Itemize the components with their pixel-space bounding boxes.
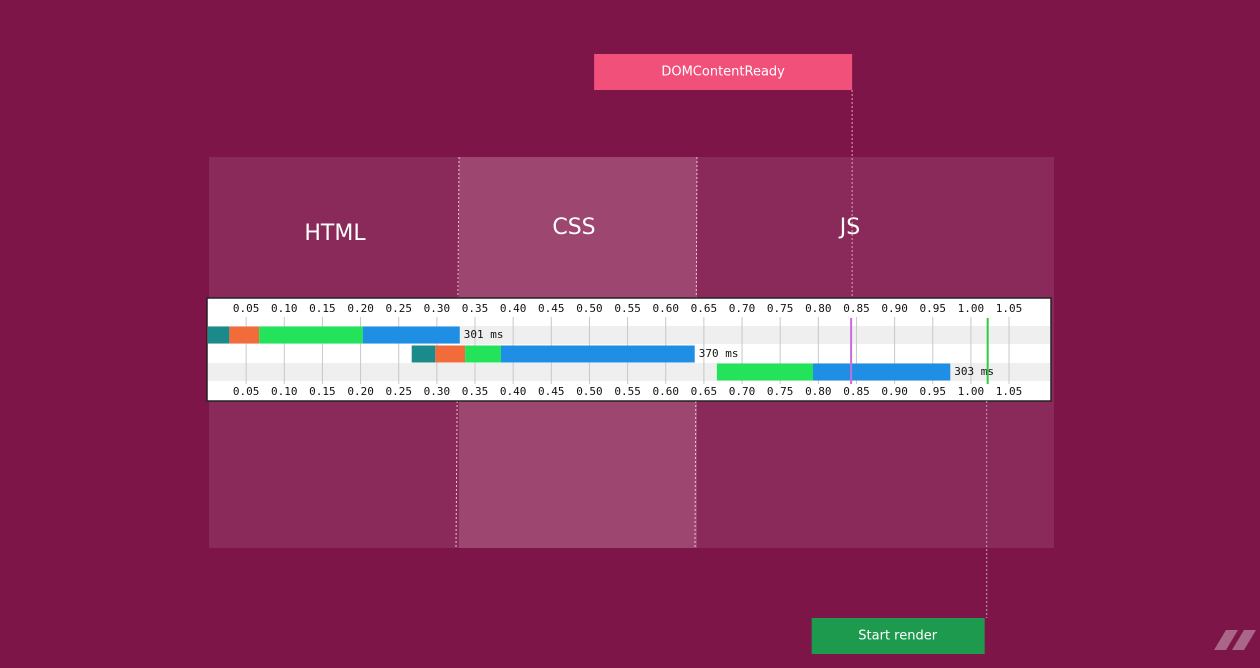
x-tick-label: 0.75 <box>767 302 794 315</box>
x-tick-label: 0.35 <box>462 385 489 398</box>
x-tick-label: 1.00 <box>958 385 985 398</box>
x-tick-label: 0.55 <box>614 302 641 315</box>
bar-segment <box>812 363 951 381</box>
duration-label: 301 ms <box>464 328 504 341</box>
x-tick-label: 0.95 <box>920 385 947 398</box>
x-tick-label: 0.70 <box>729 385 756 398</box>
x-tick-label: 1.00 <box>958 302 985 315</box>
x-tick-label: 0.10 <box>271 385 298 398</box>
x-tick-label: 0.30 <box>424 302 451 315</box>
x-tick-label: 0.85 <box>843 302 870 315</box>
x-tick-label: 0.20 <box>347 385 374 398</box>
section-label: HTML <box>304 221 366 246</box>
bar-segment <box>411 345 436 363</box>
divider <box>455 156 460 549</box>
bar-segment <box>716 363 813 381</box>
section-label: JS <box>838 215 860 240</box>
x-tick-label: 0.20 <box>347 302 374 315</box>
x-tick-label: 0.45 <box>538 302 565 315</box>
x-tick-label: 1.05 <box>996 385 1023 398</box>
duration-label: 303 ms <box>954 365 994 378</box>
bar-segment <box>208 326 230 344</box>
x-tick-label: 0.70 <box>729 302 756 315</box>
x-tick-label: 0.40 <box>500 302 527 315</box>
x-tick-label: 0.60 <box>652 385 679 398</box>
duration-label: 370 ms <box>699 347 739 360</box>
x-tick-label: 0.05 <box>233 302 260 315</box>
x-tick-label: 0.75 <box>767 385 794 398</box>
x-tick-label: 0.65 <box>691 385 718 398</box>
x-tick-label: 0.05 <box>233 385 260 398</box>
bar-segment <box>229 326 260 344</box>
x-tick-label: 0.25 <box>385 302 412 315</box>
x-tick-label: 0.55 <box>614 385 641 398</box>
x-tick-label: 0.80 <box>805 302 832 315</box>
x-tick-label: 0.35 <box>462 302 489 315</box>
annotation-box <box>811 618 985 654</box>
x-tick-label: 0.95 <box>920 302 947 315</box>
x-tick-label: 0.40 <box>500 385 527 398</box>
x-tick-label: 0.65 <box>691 302 718 315</box>
x-tick-label: 0.80 <box>805 385 832 398</box>
x-tick-label: 0.25 <box>385 385 412 398</box>
annotation-label: DOMContentReady <box>661 65 785 80</box>
x-tick-label: 0.45 <box>538 385 565 398</box>
x-tick-label: 0.85 <box>843 385 870 398</box>
x-tick-label: 0.50 <box>576 302 603 315</box>
annotation-label: Start render <box>858 629 937 644</box>
divider <box>694 156 698 549</box>
section-label: CSS <box>552 215 595 240</box>
x-tick-label: 0.60 <box>652 302 679 315</box>
bar-segment <box>435 345 466 363</box>
x-tick-label: 0.15 <box>309 385 336 398</box>
annotation-box <box>594 54 853 90</box>
logo <box>1214 630 1256 650</box>
bar-segment <box>259 326 363 344</box>
bar-segment <box>500 345 695 363</box>
x-tick-label: 0.15 <box>309 302 336 315</box>
x-tick-label: 0.90 <box>881 302 908 315</box>
bar-segment <box>465 345 501 363</box>
x-tick-label: 0.10 <box>271 302 298 315</box>
x-tick-label: 0.90 <box>881 385 908 398</box>
x-tick-label: 0.30 <box>424 385 451 398</box>
x-tick-label: 0.50 <box>576 385 603 398</box>
x-tick-label: 1.05 <box>996 302 1023 315</box>
bar-segment <box>362 326 460 344</box>
